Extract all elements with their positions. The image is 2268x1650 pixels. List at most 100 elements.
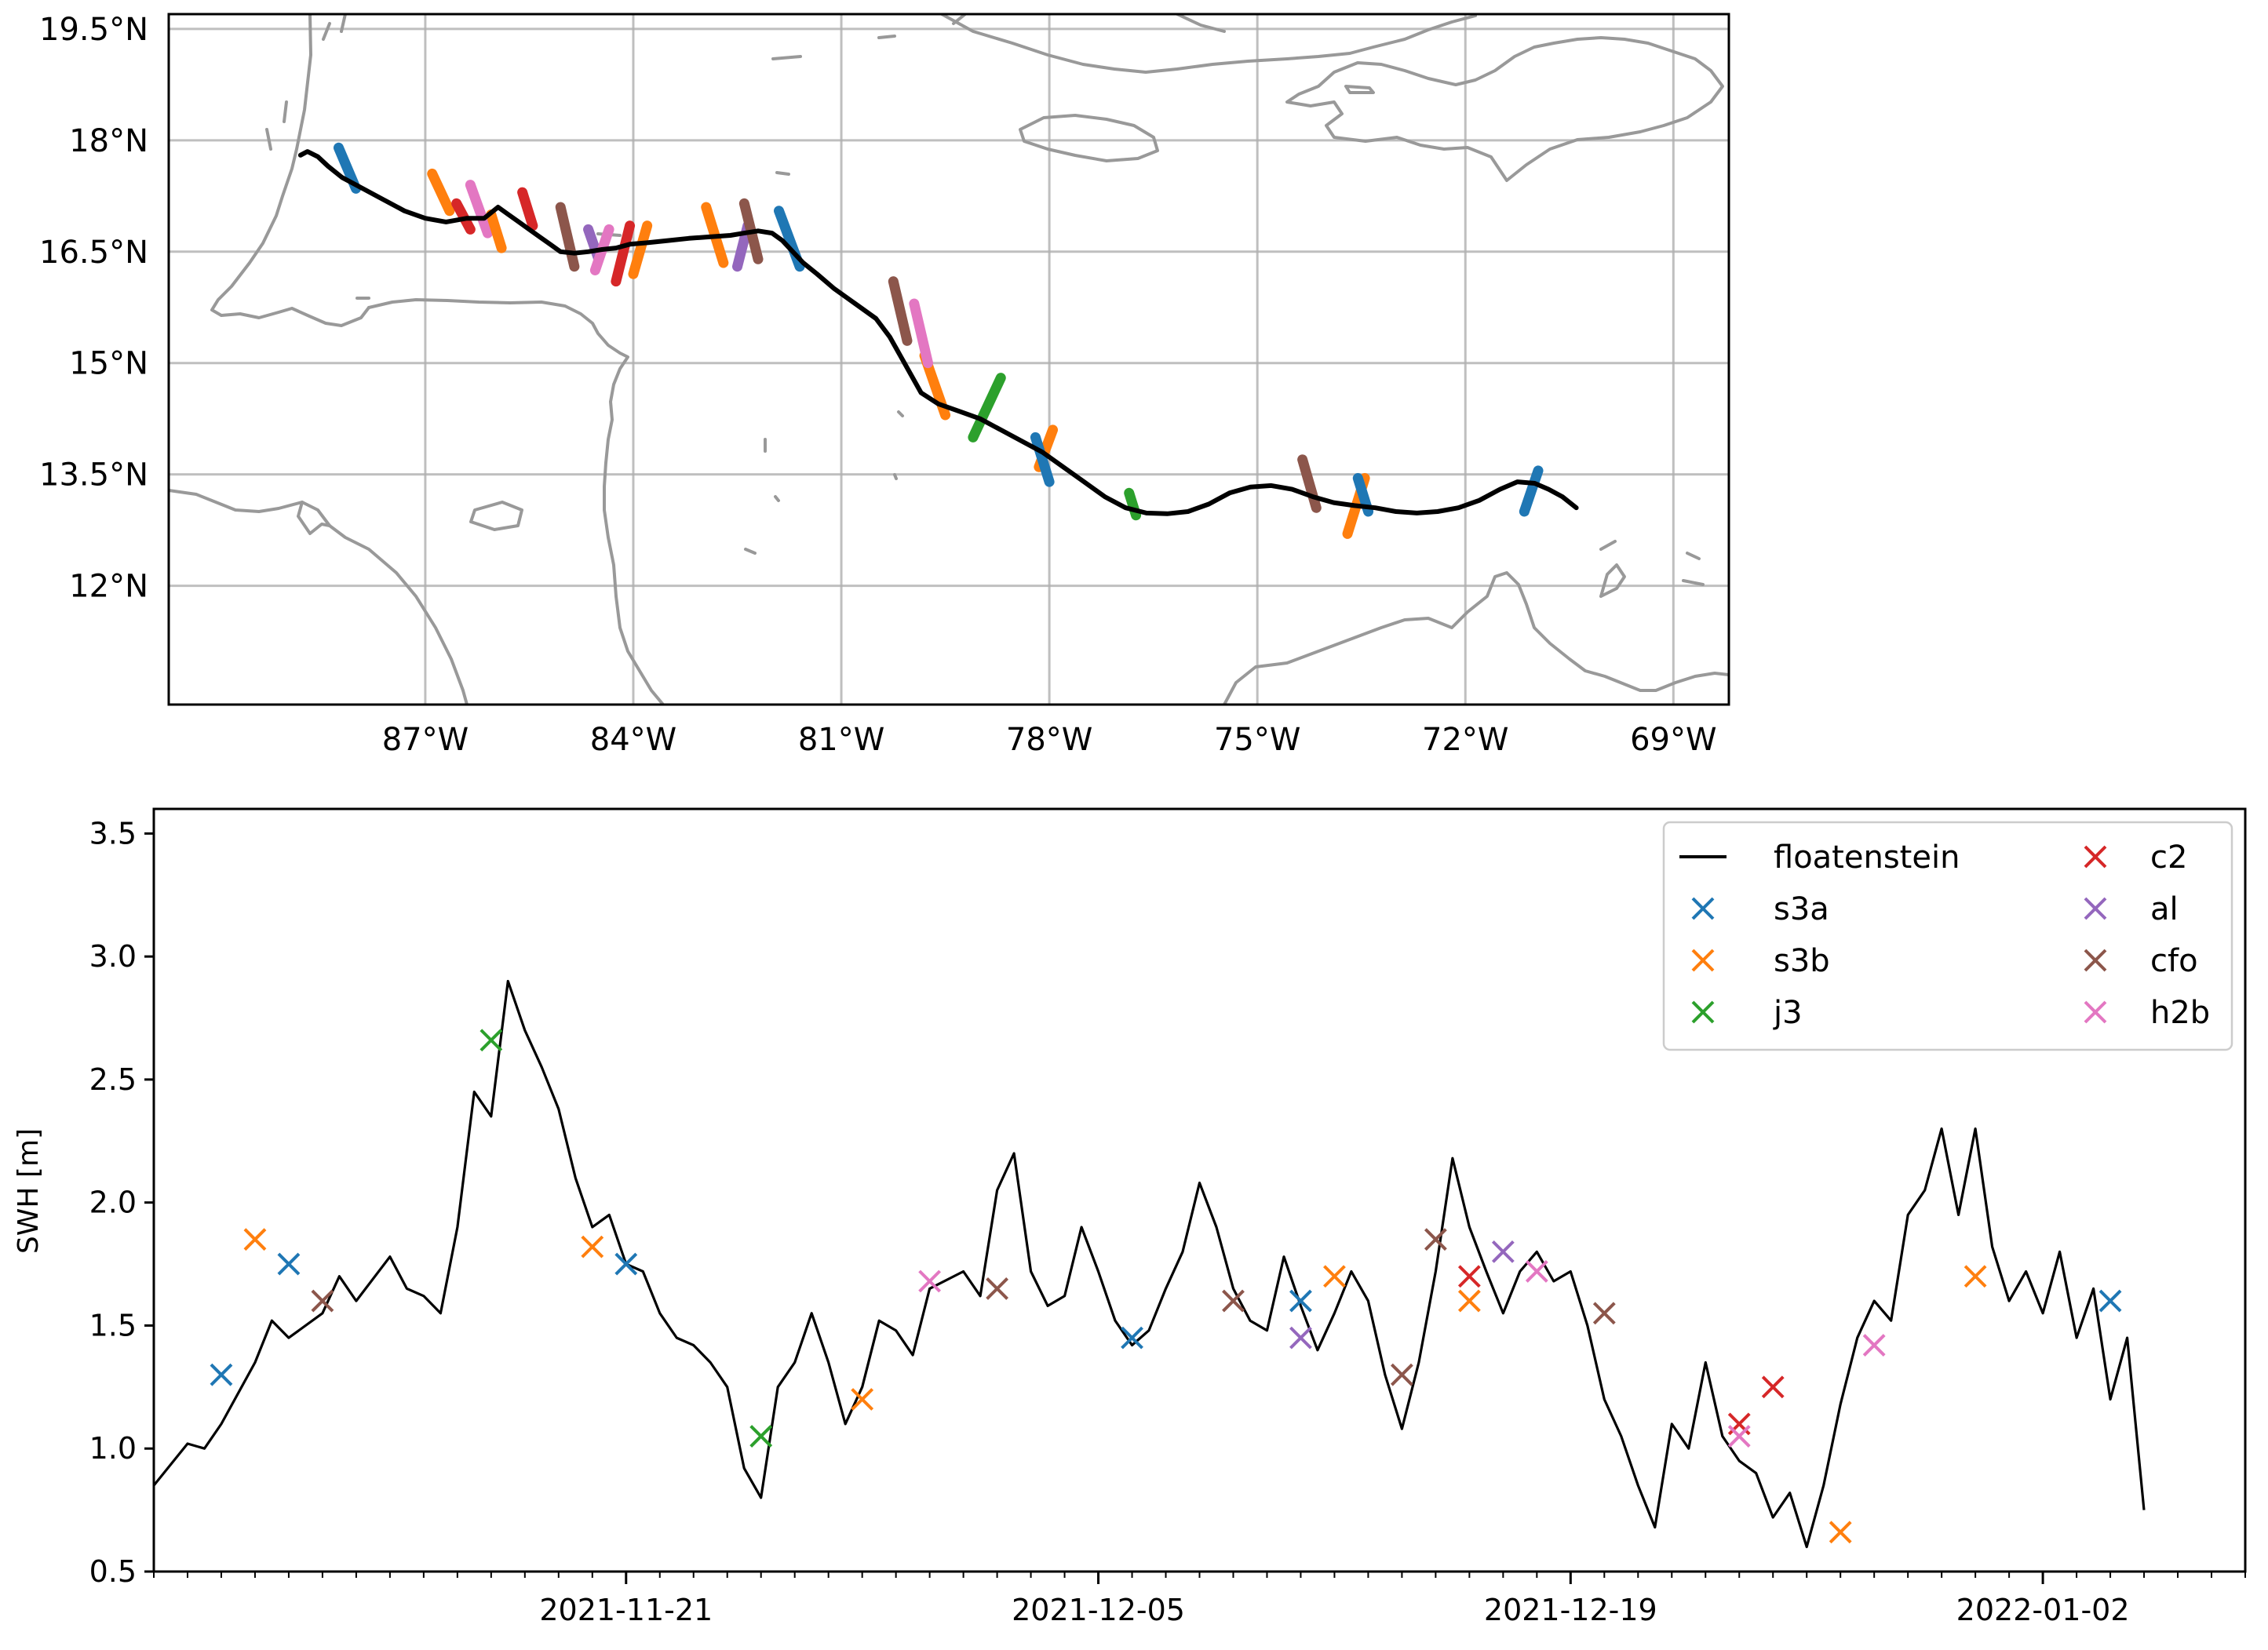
coastline-honduras: [367, 298, 665, 705]
map-y-tick-label: 12°N: [69, 569, 148, 605]
legend-marker-swatch: [2084, 1000, 2107, 1024]
coastline-nicaragua-lake: [469, 501, 523, 531]
marker-s3b: [851, 1388, 874, 1411]
map-axes: 87°W 84°W 81°W 78°W 75°W 72°W 69°W 12°N 13.5°N 15…: [39, 12, 1717, 758]
map-x-tick-label: 72°W: [1422, 722, 1508, 758]
map-pass-j3: [968, 373, 1006, 443]
map-pass-c2: [451, 198, 476, 235]
marker-cfo: [1424, 1228, 1447, 1251]
legend: floatenstein s3a s3b j3 c2 al cfo h2b: [1662, 821, 2233, 1051]
coastline-cuba: [940, 14, 1477, 74]
legend-label: c2: [2150, 840, 2187, 876]
map-pass-c2: [517, 187, 538, 231]
coastline-san-andres: [774, 410, 904, 502]
marker-s3a: [1121, 1326, 1143, 1350]
map-pass-s3a: [1519, 465, 1544, 517]
legend-label: cfo: [2150, 943, 2198, 979]
marker-h2b: [1862, 1334, 1886, 1357]
marker-h2b: [1727, 1425, 1751, 1448]
coastlines: [169, 14, 1729, 705]
coastline-cuba-south: [952, 14, 1226, 33]
coastline-aruba: [1599, 540, 1705, 586]
map-pass-h2b: [465, 180, 493, 239]
map-pass-cfo: [1297, 454, 1322, 513]
legend-label: floatenstein: [1774, 840, 1960, 876]
legend-label: al: [2150, 891, 2179, 927]
map-x-tick-label: 78°W: [1006, 722, 1092, 758]
coastline-cayman: [771, 35, 896, 60]
marker-s3b: [581, 1235, 604, 1258]
marker-s3b: [1323, 1265, 1346, 1288]
y-tick-label: 3.0: [89, 939, 137, 974]
coastline-jamaica: [1019, 114, 1159, 162]
altimeter-markers: [210, 1029, 2122, 1544]
marker-cfo: [986, 1277, 1009, 1300]
map-pass-h2b: [909, 298, 933, 369]
x-tick-label: 2021-11-21: [539, 1593, 713, 1627]
coastline-yucatan: [210, 14, 370, 327]
map-pass-s3b: [486, 209, 507, 253]
legend-item-cfo: cfo: [2084, 943, 2198, 979]
map-pass-cfo: [888, 276, 913, 346]
legend-item-floatenstein: floatenstein: [1679, 840, 1960, 876]
y-tick-label: 2.5: [89, 1062, 137, 1097]
marker-al: [1491, 1240, 1515, 1263]
legend-label: j3: [1773, 995, 1803, 1031]
map-y-tick-label: 18°N: [69, 123, 148, 159]
map-x-tick-label: 69°W: [1630, 722, 1716, 758]
coastline-belize-cays: [265, 14, 347, 151]
marker-h2b: [918, 1269, 942, 1293]
map-x-tick-label: 75°W: [1214, 722, 1300, 758]
map-panel: 87°W 84°W 81°W 78°W 75°W 72°W 69°W 12°N 13.5°N 15…: [39, 12, 1730, 758]
map-y-tick-label: 13.5°N: [39, 457, 148, 494]
legend-marker-swatch: [1691, 949, 1715, 972]
marker-s3b: [1829, 1521, 1852, 1544]
map-y-tick-label: 15°N: [69, 346, 148, 382]
marker-al: [1289, 1326, 1312, 1350]
legend-item-s3b: s3b: [1691, 943, 1830, 979]
map-pass-c2: [611, 220, 636, 287]
marker-s3a: [1289, 1289, 1312, 1313]
marker-cfo: [311, 1289, 334, 1313]
marker-s3a: [2098, 1289, 2122, 1313]
legend-item-c2: c2: [2084, 840, 2187, 876]
x-tick-label: 2022-01-02: [1956, 1593, 2130, 1627]
map-x-tick-label: 87°W: [382, 722, 469, 758]
y-tick-label: 3.5: [89, 816, 137, 850]
legend-label: s3b: [1774, 943, 1830, 979]
marker-c2: [1457, 1265, 1481, 1288]
legend-item-j3: j3: [1691, 995, 1803, 1031]
marker-c2: [1761, 1375, 1785, 1399]
coastline-gonave: [1344, 85, 1375, 94]
y-tick-label: 1.0: [89, 1431, 137, 1466]
y-tick-label: 2.0: [89, 1186, 137, 1220]
x-tick-label: 2021-12-19: [1484, 1593, 1657, 1627]
marker-h2b: [1525, 1260, 1548, 1283]
map-pass-cfo: [555, 202, 580, 272]
legend-marker-swatch: [2084, 949, 2107, 972]
map-frame: [167, 13, 1730, 706]
marker-cfo: [1592, 1302, 1616, 1325]
marker-s3b: [1964, 1265, 1987, 1288]
legend-label: s3a: [1774, 891, 1829, 927]
coastline-gulf-fonseca: [297, 501, 331, 535]
map-x-tick-label: 81°W: [798, 722, 884, 758]
marker-cfo: [1390, 1363, 1413, 1386]
legend-item-h2b: h2b: [2084, 995, 2210, 1031]
map-gridlines: [169, 14, 1729, 705]
legend-marker-swatch: [1691, 897, 1715, 920]
legend-item-al: al: [2084, 891, 2179, 927]
marker-j3: [749, 1425, 773, 1448]
marker-s3b: [243, 1228, 267, 1251]
x-tick-label: 2021-12-05: [1012, 1593, 1185, 1627]
marker-s3b: [1457, 1289, 1481, 1313]
marker-j3: [479, 1029, 503, 1052]
map-pass-s3b: [628, 220, 653, 279]
legend-marker-swatch: [1691, 1000, 1715, 1024]
timeseries-axes: 0.5 1.0 1.5 2.0 2.5 3.0 3.5 2021-11-21 2021-12-0…: [89, 816, 2246, 1627]
map-pass-s3b: [427, 168, 455, 217]
marker-s3a: [210, 1363, 233, 1386]
map-x-tick-label: 84°W: [590, 722, 676, 758]
y-tick-label: 0.5: [89, 1554, 137, 1589]
